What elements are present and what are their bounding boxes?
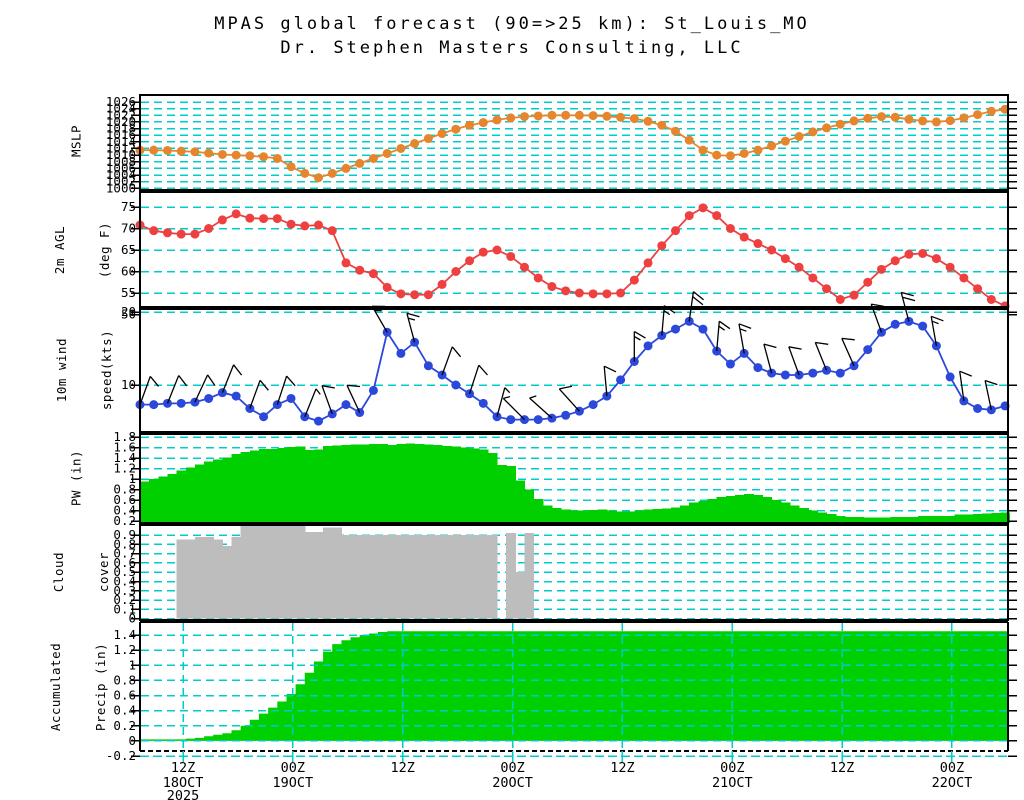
svg-text:0.9: 0.9 [113, 527, 136, 542]
svg-text:00Z: 00Z [281, 760, 305, 776]
svg-text:75: 75 [121, 199, 136, 214]
svg-text:1024: 1024 [106, 101, 136, 116]
svg-text:20: 20 [121, 304, 136, 319]
svg-text:00Z: 00Z [720, 760, 744, 776]
chart-subtitle: Dr. Stephen Masters Consulting, LLC [280, 38, 744, 58]
svg-text:0.4: 0.4 [113, 503, 136, 518]
svg-text:0.2: 0.2 [113, 592, 136, 607]
panel-pw: 1.81.61.41.210.80.60.40.2 [113, 429, 1017, 528]
svg-text:1016: 1016 [106, 127, 136, 142]
svg-text:22OCT: 22OCT [932, 775, 973, 791]
svg-text:18OCT: 18OCT [163, 775, 204, 791]
svg-text:65: 65 [121, 242, 136, 257]
svg-text:12Z: 12Z [391, 760, 415, 776]
svg-text:0.5: 0.5 [113, 564, 136, 579]
svg-text:1.2: 1.2 [113, 461, 136, 476]
svg-text:1.2: 1.2 [113, 642, 136, 657]
svg-text:12Z: 12Z [610, 760, 634, 776]
svg-text:1002: 1002 [106, 174, 136, 189]
svg-text:21OCT: 21OCT [712, 775, 753, 791]
svg-text:1004: 1004 [106, 167, 136, 182]
chart-title: MPAS global forecast (90=>25 km): St_Lou… [214, 14, 810, 34]
svg-text:55: 55 [121, 285, 136, 300]
panel-precip: 1.41.210.80.60.40.20-0.2 [106, 621, 1017, 763]
svg-text:1018: 1018 [106, 121, 136, 136]
svg-text:1012: 1012 [106, 140, 136, 155]
svg-text:0.1: 0.1 [113, 601, 136, 616]
panel-cloud: 0.90.80.70.60.50.40.30.20.10 [113, 524, 1017, 626]
panel-t2m: 75 70 65 60 55 50 [121, 191, 1017, 322]
svg-text:1020: 1020 [106, 114, 136, 129]
svg-text:1014: 1014 [106, 134, 136, 149]
svg-text:0.6: 0.6 [113, 492, 136, 507]
svg-text:1010: 1010 [106, 147, 136, 162]
svg-text:0: 0 [128, 733, 136, 748]
svg-text:0.2: 0.2 [113, 718, 136, 733]
svg-text:-0.2: -0.2 [106, 748, 136, 763]
svg-text:0.7: 0.7 [113, 546, 136, 561]
svg-text:1.6: 1.6 [113, 440, 136, 455]
svg-text:20OCT: 20OCT [492, 775, 533, 791]
svg-text:1: 1 [128, 657, 136, 672]
svg-text:1.4: 1.4 [113, 450, 136, 465]
svg-text:1022: 1022 [106, 107, 136, 122]
svg-text:1000: 1000 [106, 180, 136, 195]
panel-mslp: 1026102410221020101810161014101210101008… [106, 94, 1017, 195]
svg-text:1006: 1006 [106, 160, 136, 175]
svg-text:00Z: 00Z [500, 760, 524, 776]
svg-text:12Z: 12Z [830, 760, 854, 776]
svg-text:19OCT: 19OCT [273, 775, 314, 791]
svg-text:0.3: 0.3 [113, 583, 136, 598]
svg-text:1.4: 1.4 [113, 627, 136, 642]
svg-text:0.2: 0.2 [113, 513, 136, 528]
svg-text:2025: 2025 [167, 788, 200, 800]
svg-text:12Z: 12Z [171, 760, 195, 776]
svg-text:0.8: 0.8 [113, 672, 136, 687]
svg-text:0.4: 0.4 [113, 703, 136, 718]
svg-text:1008: 1008 [106, 154, 136, 169]
svg-text:00Z: 00Z [940, 760, 964, 776]
svg-text:70: 70 [121, 221, 136, 236]
svg-text:0.4: 0.4 [113, 574, 136, 589]
svg-text:10: 10 [121, 377, 136, 392]
svg-text:1.8: 1.8 [113, 429, 136, 444]
svg-text:50: 50 [121, 307, 136, 322]
svg-text:0.8: 0.8 [113, 482, 136, 497]
svg-text:0.6: 0.6 [113, 688, 136, 703]
svg-text:60: 60 [121, 264, 136, 279]
svg-text:0: 0 [128, 611, 136, 626]
svg-text:1: 1 [128, 471, 136, 486]
svg-text:0.8: 0.8 [113, 536, 136, 551]
svg-text:0.6: 0.6 [113, 555, 136, 570]
svg-text:1026: 1026 [106, 94, 136, 109]
